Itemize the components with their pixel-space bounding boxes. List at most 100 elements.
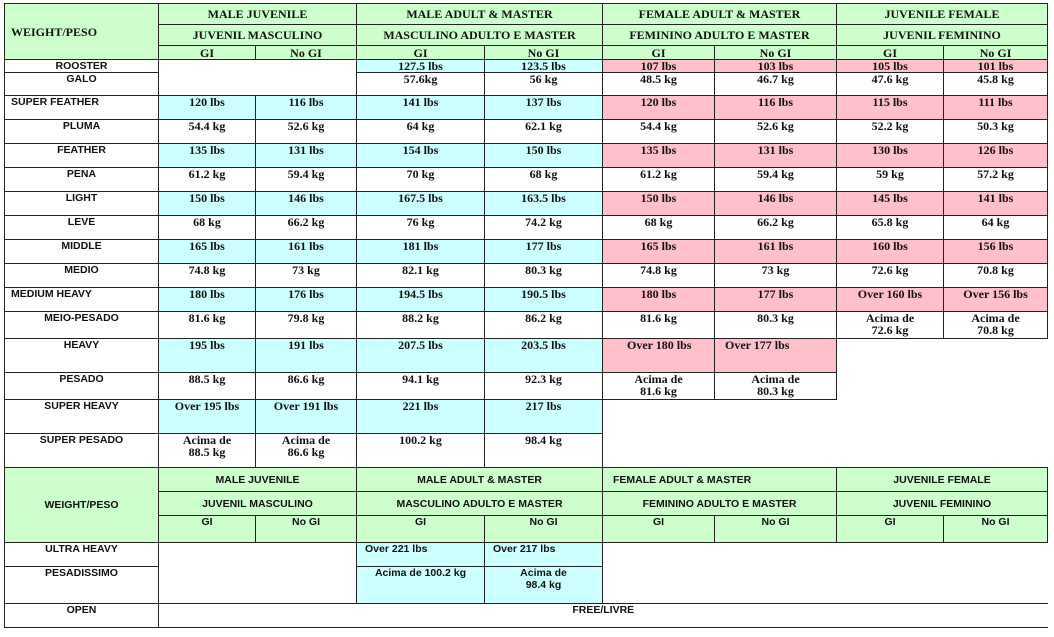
table-cell: 123.5 lbs: [484, 59, 603, 73]
table-cell: 141 lbs: [943, 191, 1049, 216]
weight-class-label: MEIO-PESADO: [4, 311, 159, 339]
weight-class-label: SUPER PESADO: [4, 433, 159, 468]
empty-cell: [158, 542, 357, 604]
weight-header: WEIGHT/PESO: [4, 3, 159, 60]
table-cell: 68 kg: [602, 215, 715, 240]
table-cell: 46.7 kg: [713, 72, 838, 96]
table-cell: Over 221 lbs: [356, 542, 485, 567]
male-juvenile-header: MALE JUVENILE: [158, 467, 357, 492]
kg-line: Acima de: [865, 311, 915, 325]
nogi-header: No GI: [943, 515, 1049, 543]
table-cell: 57.6kg: [356, 72, 485, 96]
kg-line: Acima de: [971, 311, 1020, 325]
table-cell: 191 lbs: [255, 338, 357, 373]
table-cell: 207.5 lbs: [356, 338, 485, 373]
weight-class-label: ULTRA HEAVY: [4, 542, 159, 567]
gi-header: GI: [158, 45, 256, 60]
table-cell: 79.8 kg: [255, 311, 357, 339]
weight-class-label: PENA: [4, 167, 159, 192]
table-cell: 116 lbs: [255, 95, 357, 120]
nogi-header: No GI: [943, 45, 1049, 60]
table-cell: 180 lbs: [158, 287, 256, 312]
table-cell: 150 lbs: [602, 191, 715, 216]
table-cell: 217 lbs: [484, 399, 603, 434]
table-cell: 131 lbs: [255, 143, 357, 168]
table-cell: 73 kg: [255, 263, 357, 288]
table-cell: Over 156 lbs: [943, 287, 1049, 312]
gi-header: GI: [356, 45, 485, 60]
empty-cell: [158, 59, 357, 96]
table-cell: Acima de 70.8 kg: [943, 311, 1049, 339]
weight-class-label: PLUMA: [4, 119, 159, 144]
open-value: FREE/LIVRE: [157, 603, 1048, 628]
weight-class-label: SUPER HEAVY: [4, 399, 159, 434]
table-cell: Over 217 lbs: [484, 542, 603, 567]
table-cell: 221 lbs: [356, 399, 485, 434]
weight-class-label: MEDIUM HEAVY: [4, 287, 159, 312]
table-cell: 48.5 kg: [602, 72, 715, 96]
weight-class-label: LIGHT: [4, 191, 159, 216]
table-cell: 59 kg: [836, 167, 945, 192]
table-cell: 130 lbs: [836, 143, 945, 168]
table-cell: 86.6 kg: [255, 372, 357, 400]
nogi-header: No GI: [713, 45, 838, 60]
kg-line: 81.6 kg: [640, 384, 677, 398]
kg-line: 80.3 kg: [757, 384, 794, 398]
table-cell: 156 lbs: [943, 239, 1049, 264]
table-cell: 203.5 lbs: [484, 338, 603, 373]
empty-cell: [836, 338, 1048, 400]
nogi-header: No GI: [484, 515, 603, 543]
table-cell: 73 kg: [713, 263, 838, 288]
gi-header: GI: [836, 515, 945, 543]
table-cell: 56 kg: [484, 72, 603, 96]
table-cell: 92.3 kg: [484, 372, 603, 400]
table-cell: Acima de 98.4 kg: [484, 566, 603, 604]
table-cell: 59.4 kg: [713, 167, 838, 192]
masculino-adulto-header: MASCULINO ADULTO E MASTER: [356, 24, 603, 46]
table-cell: 103 lbs: [713, 59, 838, 73]
juvenile-female-header: JUVENILE FEMALE: [836, 467, 1049, 492]
table-cell: Acima de 88.5 kg: [158, 433, 256, 468]
table-cell: 65.8 kg: [836, 215, 945, 240]
weight-class-label: LEVE: [4, 215, 159, 240]
table-cell: 88.5 kg: [158, 372, 256, 400]
juvenil-feminino-header: JUVENIL FEMININO: [836, 24, 1049, 46]
nogi-header: No GI: [484, 45, 603, 60]
table-cell: 66.2 kg: [713, 215, 838, 240]
feminino-adulto-header: FEMININO ADULTO E MASTER: [601, 491, 838, 516]
table-cell: 107 lbs: [602, 59, 715, 73]
table-cell: 64 kg: [356, 119, 485, 144]
table-cell: 61.2 kg: [602, 167, 715, 192]
table-cell: 163.5 lbs: [484, 191, 603, 216]
table-cell: Over 160 lbs: [836, 287, 945, 312]
juvenile-female-header: JUVENILE FEMALE: [836, 3, 1049, 25]
feminino-adulto-header: FEMININO ADULTO E MASTER: [601, 24, 838, 46]
table-cell: 111 lbs: [943, 95, 1049, 120]
table-cell: 120 lbs: [602, 95, 715, 120]
table-cell: 70.8 kg: [943, 263, 1049, 288]
table-cell: Over 180 lbs: [602, 338, 715, 373]
table-cell: 54.4 kg: [158, 119, 256, 144]
table-cell: 150 lbs: [158, 191, 256, 216]
table-cell: 52.2 kg: [836, 119, 945, 144]
table-cell: 82.1 kg: [356, 263, 485, 288]
kg-line: 72.6 kg: [871, 323, 909, 337]
table-cell: 76 kg: [356, 215, 485, 240]
table-cell: 154 lbs: [356, 143, 485, 168]
nogi-header: No GI: [255, 45, 357, 60]
kg-line: 88.5 kg: [188, 445, 226, 459]
table-cell: 146 lbs: [713, 191, 838, 216]
table-cell: 68 kg: [158, 215, 256, 240]
table-cell: 61.2 kg: [158, 167, 256, 192]
gi-header: GI: [836, 45, 945, 60]
weight-class-label: PESADISSIMO: [4, 566, 159, 604]
table-cell: 86.2 kg: [484, 311, 603, 339]
table-cell: 54.4 kg: [602, 119, 715, 144]
table-cell: 167.5 lbs: [356, 191, 485, 216]
kg-line: 98.4 kg: [525, 579, 562, 591]
masculino-adulto-header: MASCULINO ADULTO E MASTER: [356, 491, 603, 516]
weight-class-label: SUPER FEATHER: [4, 95, 159, 120]
juvenil-masculino-header: JUVENIL MASCULINO: [158, 491, 357, 516]
nogi-header: No GI: [713, 515, 838, 543]
gi-header: GI: [356, 515, 485, 543]
